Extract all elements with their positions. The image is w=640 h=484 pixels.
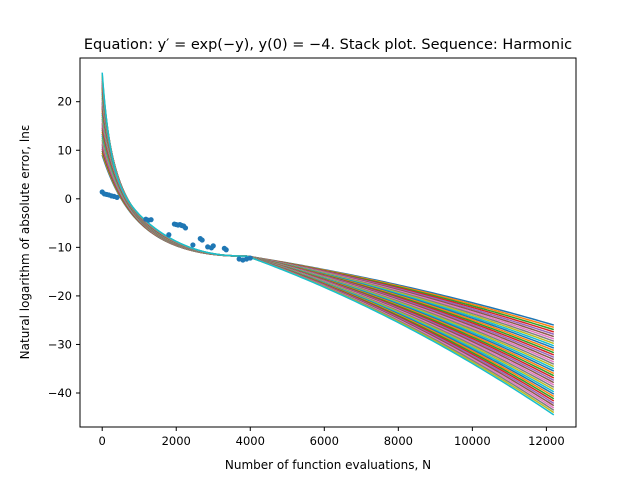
x-tick-label: 2000 bbox=[162, 434, 191, 448]
scatter-point bbox=[182, 225, 189, 231]
x-tick-label: 8000 bbox=[384, 434, 413, 448]
y-tick-label: −20 bbox=[48, 289, 72, 303]
scatter-point bbox=[148, 217, 154, 223]
y-axis: 20 10 0 −10 −20 −30 −40 bbox=[48, 95, 80, 400]
scatter-point bbox=[210, 243, 216, 249]
x-axis: 0 2000 4000 6000 8000 10000 12000 bbox=[99, 427, 565, 448]
scatter-point bbox=[190, 242, 196, 248]
x-tick-label: 10000 bbox=[454, 434, 491, 448]
x-tick-label: 12000 bbox=[528, 434, 565, 448]
y-tick-label: −40 bbox=[48, 386, 72, 400]
scatter-layer bbox=[99, 189, 253, 263]
y-tick-label: 20 bbox=[57, 95, 72, 109]
x-tick-label: 4000 bbox=[236, 434, 265, 448]
scatter-point bbox=[114, 194, 120, 200]
y-tick-label: −30 bbox=[48, 337, 72, 351]
y-axis-label: Natural logarithm of absolute error, lnε bbox=[18, 125, 32, 360]
x-tick-label: 0 bbox=[99, 434, 106, 448]
y-tick-label: 10 bbox=[57, 143, 72, 157]
lines-layer bbox=[101, 72, 555, 416]
scatter-point bbox=[247, 255, 253, 261]
scatter-point bbox=[166, 232, 172, 238]
scatter-point bbox=[199, 237, 205, 243]
y-tick-label: 0 bbox=[65, 192, 72, 206]
series-line bbox=[101, 72, 555, 416]
x-axis-label: Number of function evaluations, N bbox=[225, 458, 431, 472]
x-tick-label: 6000 bbox=[310, 434, 339, 448]
plot-frame bbox=[79, 57, 577, 428]
chart-title: Equation: y′ = exp(−y), y(0) = −4. Stack… bbox=[84, 37, 572, 53]
y-tick-label: −10 bbox=[48, 240, 72, 254]
scatter-point bbox=[223, 247, 229, 253]
